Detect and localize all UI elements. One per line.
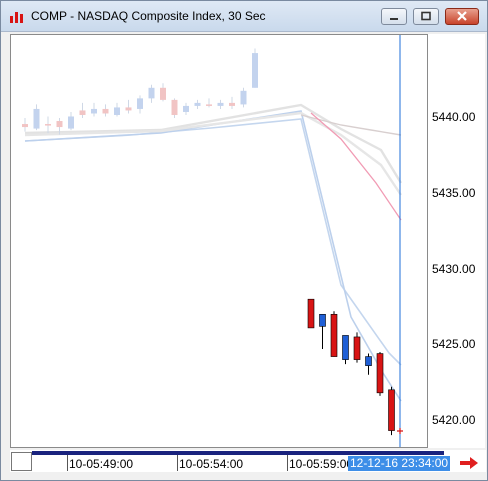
candle-body bbox=[33, 108, 40, 129]
candle-body bbox=[206, 104, 212, 106]
candle-body bbox=[137, 98, 143, 109]
scroll-start-box[interactable] bbox=[11, 452, 32, 471]
candle-body bbox=[240, 90, 247, 105]
candle-body bbox=[217, 102, 224, 106]
x-axis-label: 10-05:59:00 bbox=[289, 457, 354, 471]
title-bar[interactable]: COMP - NASDAQ Composite Index, 30 Sec bbox=[1, 1, 487, 32]
chart-app-icon bbox=[10, 12, 23, 23]
close-button[interactable] bbox=[445, 8, 479, 25]
candle-body bbox=[125, 107, 132, 111]
candle-body bbox=[56, 121, 63, 128]
price-chart[interactable] bbox=[11, 35, 427, 447]
candle-body bbox=[148, 87, 155, 99]
moving-average-line bbox=[24, 110, 402, 402]
y-axis-label: 5420.00 bbox=[432, 413, 476, 427]
navigation-strip[interactable] bbox=[32, 451, 444, 455]
y-axis-label: 5425.00 bbox=[432, 337, 476, 351]
candle-body bbox=[330, 313, 338, 357]
candle-body bbox=[376, 353, 384, 394]
moving-average-line bbox=[24, 111, 402, 196]
candle-body bbox=[365, 356, 372, 366]
x-axis-label: 10-05:49:00 bbox=[69, 457, 134, 471]
y-axis-label: 5440.00 bbox=[432, 110, 476, 124]
moving-average-line bbox=[300, 114, 402, 136]
chart-plot-area[interactable] bbox=[10, 34, 428, 448]
right-arrow-icon[interactable] bbox=[459, 456, 479, 470]
candle-body bbox=[353, 336, 361, 360]
window-title: COMP - NASDAQ Composite Index, 30 Sec bbox=[31, 9, 266, 23]
candle-body bbox=[307, 298, 315, 329]
moving-average-line bbox=[24, 118, 402, 366]
candle-body bbox=[114, 107, 120, 115]
candle-body bbox=[252, 53, 258, 88]
moving-average-line bbox=[310, 112, 402, 221]
candle-body bbox=[171, 99, 178, 115]
price-axis[interactable] bbox=[428, 34, 485, 448]
close-icon bbox=[457, 11, 467, 21]
candle-body bbox=[45, 124, 51, 126]
candle-body bbox=[183, 105, 189, 112]
candle-body bbox=[319, 313, 326, 327]
candle-body bbox=[79, 110, 86, 115]
x-axis-label: 10-05:54:00 bbox=[179, 457, 244, 471]
y-axis-label: 5430.00 bbox=[432, 262, 476, 276]
candle-body bbox=[194, 102, 201, 106]
minimize-button[interactable] bbox=[381, 8, 407, 25]
maximize-icon bbox=[421, 11, 431, 21]
minimize-icon bbox=[390, 18, 398, 20]
candle-body bbox=[102, 108, 109, 114]
candle-body bbox=[91, 108, 97, 114]
cursor-crosshair-icon bbox=[397, 428, 403, 434]
x-axis-tick bbox=[67, 455, 68, 471]
y-axis-label: 5435.00 bbox=[432, 186, 476, 200]
candle-body bbox=[229, 102, 235, 106]
maximize-button[interactable] bbox=[413, 8, 439, 25]
candle-body bbox=[342, 335, 349, 360]
candle-body bbox=[68, 116, 74, 129]
cursor-time-label: 12-12-16 23:34:00 bbox=[348, 456, 451, 471]
candle-body bbox=[388, 389, 395, 431]
x-axis-tick bbox=[177, 455, 178, 471]
candle-body bbox=[160, 87, 166, 100]
candle-body bbox=[22, 124, 28, 128]
x-axis-tick bbox=[287, 455, 288, 471]
